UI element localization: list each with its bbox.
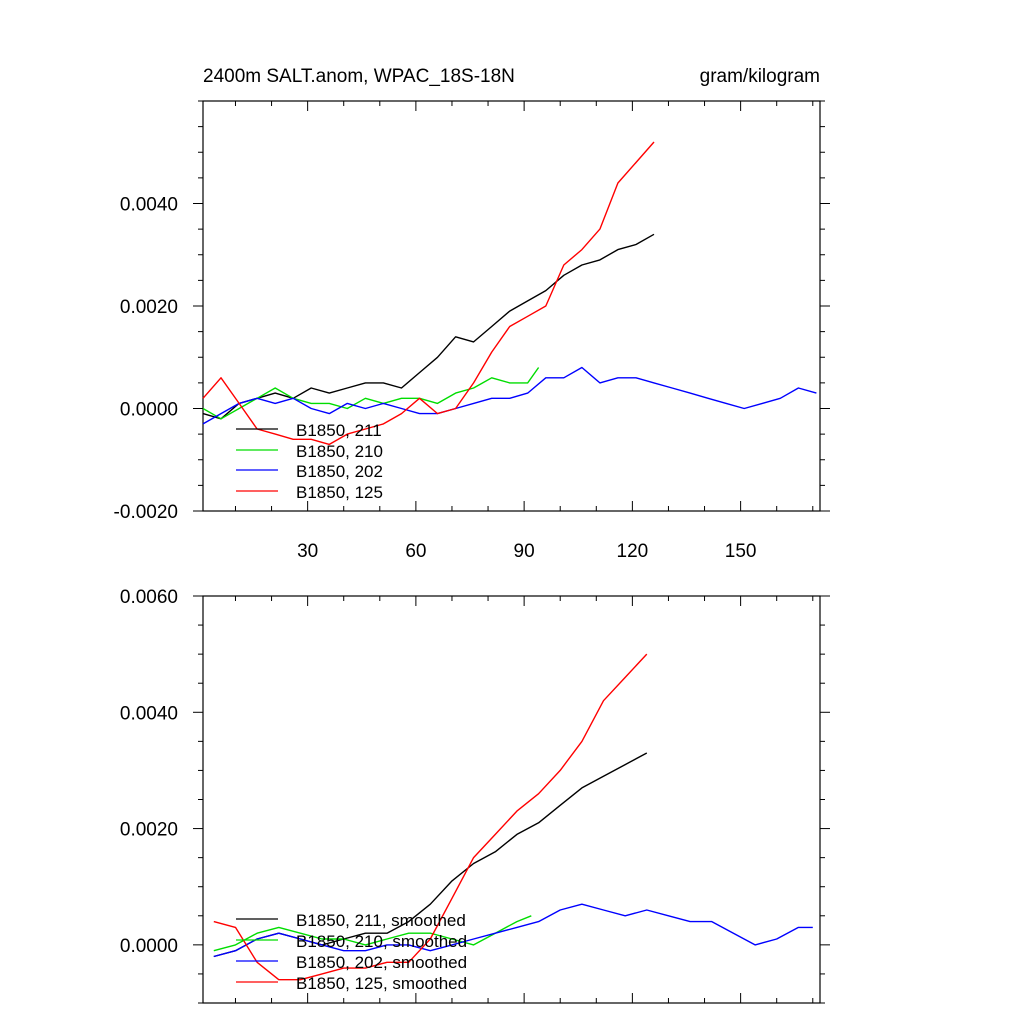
y-tick-label: 0.0000 [120,400,178,421]
series-line-b1850-211 [202,233,655,420]
ticks-top: 30 60 90 120 150 -0.0020 0.0000 0.0020 0.0040 [114,100,830,562]
legend-label-202-smoothed: B1850, 202, smoothed [296,953,467,972]
legend-label-211: B1850, 211 [296,421,382,440]
chart-title: 2400m SALT.anom, WPAC_18S-18N [203,66,515,87]
y-tick-label: 0.0040 [120,195,178,216]
y-tick-label: 0.0040 [120,703,178,724]
x-tick-label-90: 90 [514,541,535,562]
y-tick-label: 0.0020 [120,820,178,841]
series-group-top [202,141,817,446]
series-line-b1850-125-smoothed [213,653,648,981]
series-group-bottom [213,653,813,981]
series-line-b1850-202 [202,366,817,425]
y-tick-label: 0.0020 [120,297,178,318]
legend-label-210-smoothed: B1850, 210, smoothed [296,932,467,951]
y-tick-label: 0.0060 [120,587,178,608]
units-label: gram/kilogram [700,66,820,87]
x-tick-label-30: 30 [297,541,318,562]
legend-label-202: B1850, 202 [296,462,383,481]
y-tick-label: 0.0000 [120,936,178,957]
legend-label-125: B1850, 125 [296,483,383,502]
legend-label-211-smoothed: B1850, 211, smoothed [296,911,466,930]
series-line-b1850-210-smoothed [213,915,532,952]
panel-top: 2400m SALT.anom, WPAC_18S-18N gram/kilog… [114,66,830,562]
legend-label-210: B1850, 210 [296,442,383,461]
x-tick-label-120: 120 [617,541,649,562]
series-line-b1850-202-smoothed [213,903,813,958]
ticks-bottom: 0.0000 0.0020 0.0040 0.0060 [120,587,830,1004]
legend-bottom: B1850, 211, smoothed B1850, 210, smoothe… [236,911,467,993]
x-tick-label-150: 150 [725,541,757,562]
legend-top: B1850, 211 B1850, 210 B1850, 202 B1850, … [236,421,383,502]
series-line-b1850-210 [202,367,540,420]
series-line-b1850-125 [202,141,655,446]
y-tick-label: -0.0020 [114,502,178,523]
x-tick-label-60: 60 [405,541,426,562]
panel-bottom: 0.0000 0.0020 0.0040 0.0060 B1850, 211, smo… [120,587,830,1004]
legend-label-125-smoothed: B1850, 125, smoothed [296,974,467,993]
